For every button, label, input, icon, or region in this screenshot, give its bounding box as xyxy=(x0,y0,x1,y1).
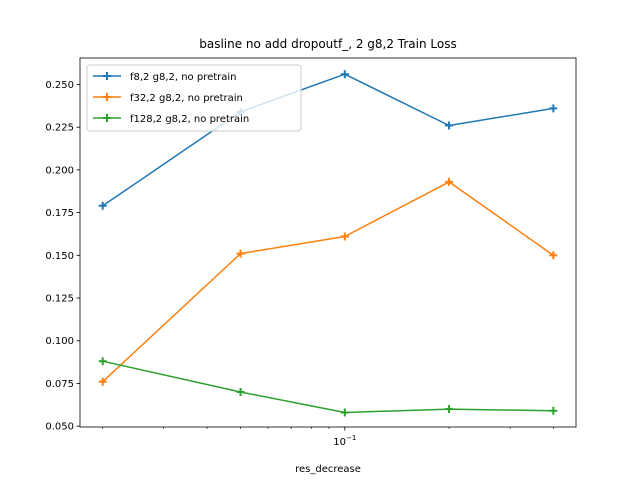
data-point xyxy=(549,104,558,113)
legend: f8,2 g8,2, no pretrain f32,2 g8,2, no pre… xyxy=(86,64,302,132)
data-point xyxy=(236,249,245,258)
chart-title: basline no add dropoutf_, 2 g8,2 Train L… xyxy=(199,37,457,51)
series-1 xyxy=(98,70,558,210)
legend-item: f128,2 g8,2, no pretrain xyxy=(93,114,249,125)
data-point xyxy=(236,387,245,396)
y-tick-label: 0.250 xyxy=(45,80,74,91)
data-point xyxy=(445,405,454,414)
y-tick-label: 0.100 xyxy=(45,336,74,347)
legend-item: f32,2 g8,2, no pretrain xyxy=(93,93,243,104)
legend-label: f128,2 g8,2, no pretrain xyxy=(130,114,249,125)
y-tick-label: 0.075 xyxy=(45,379,74,390)
legend-label: f32,2 g8,2, no pretrain xyxy=(130,93,243,104)
y-tick-label: 0.050 xyxy=(45,422,74,433)
legend-label: f8,2 g8,2, no pretrain xyxy=(130,72,237,83)
legend-box xyxy=(86,64,302,132)
y-tick-label: 0.175 xyxy=(45,208,74,219)
plot-area: 0.050 0.075 0.100 0.125 0.150 0.175 0.200 0.225… xyxy=(45,57,577,448)
data-point xyxy=(98,357,107,366)
data-point xyxy=(549,251,558,260)
data-point xyxy=(98,377,107,386)
series-3 xyxy=(98,357,558,417)
data-point xyxy=(340,70,349,79)
y-tick-label: 0.125 xyxy=(45,294,74,305)
data-point xyxy=(445,177,454,186)
x-tick-label: 10−1 xyxy=(333,434,356,448)
axes-frame xyxy=(79,57,577,428)
x-axis-label: res_decrease xyxy=(295,464,361,475)
y-tick-label: 0.150 xyxy=(45,251,74,262)
data-point xyxy=(549,406,558,415)
y-tick-label: 0.200 xyxy=(45,165,74,176)
data-point xyxy=(340,232,349,241)
legend-item: f8,2 g8,2, no pretrain xyxy=(93,72,237,83)
series-2 xyxy=(98,177,558,386)
data-point xyxy=(340,408,349,417)
y-tick-label: 0.225 xyxy=(45,123,74,134)
data-point xyxy=(98,201,107,210)
data-point xyxy=(445,121,454,130)
